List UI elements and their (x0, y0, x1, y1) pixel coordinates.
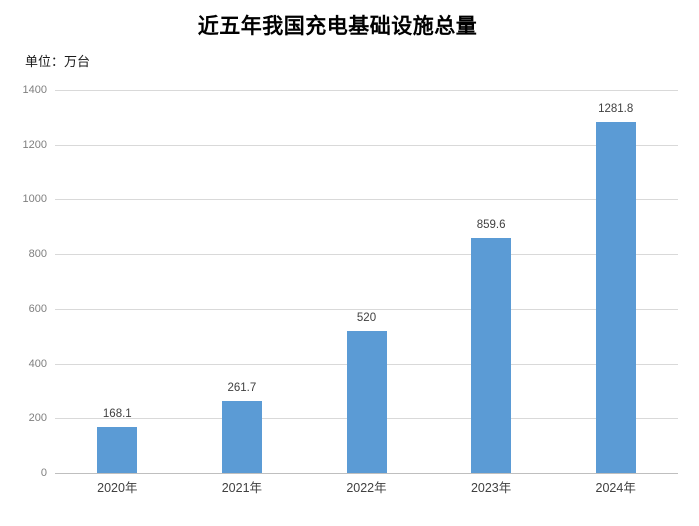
y-tick-label-1200: 1200 (22, 138, 47, 151)
gridline-1200 (55, 144, 678, 146)
bar-value-label-2024年: 1281.8 (598, 103, 634, 116)
y-tick-label-400: 400 (28, 357, 47, 370)
x-tick-label-2024年: 2024年 (595, 481, 636, 495)
bar-value-label-2022年: 520 (356, 311, 377, 324)
bar-2024年 (595, 122, 636, 473)
y-tick-label-800: 800 (28, 248, 47, 261)
x-axis-line (55, 473, 678, 474)
gridline-800 (55, 254, 678, 256)
x-tick-label-2023年: 2023年 (470, 481, 512, 495)
bar-value-label-2020年: 168.1 (102, 408, 132, 420)
y-tick-label-1000: 1000 (22, 193, 47, 206)
bar-value-label-2023年: 859.6 (476, 218, 506, 231)
x-tick-label-2020年: 2020年 (97, 481, 138, 495)
y-tick-label-200: 200 (28, 412, 47, 425)
chart-title: 近五年我国充电基础设施总量 (197, 14, 478, 38)
bar-2023年 (471, 237, 512, 473)
y-tick-label-1400: 1400 (22, 84, 47, 96)
x-tick-label-2021年: 2021年 (221, 481, 263, 495)
y-tick-label-0: 0 (40, 467, 47, 479)
bar-2021年 (221, 401, 262, 473)
bar-2022年 (346, 330, 387, 473)
gridline-1000 (55, 199, 678, 201)
unit-label: 单位：万台 (25, 54, 91, 69)
plot-area: 0 200 400 600 800 1000 1200 1400 168.1 261.7 520 8… (23, 84, 678, 495)
bar-value-label-2021年: 261.7 (227, 382, 257, 395)
gridline-600 (55, 308, 678, 310)
bar-2020年 (97, 427, 138, 473)
x-tick-label-2022年: 2022年 (346, 481, 387, 495)
y-tick-label-600: 600 (28, 302, 47, 315)
gridline-1400 (55, 90, 678, 91)
